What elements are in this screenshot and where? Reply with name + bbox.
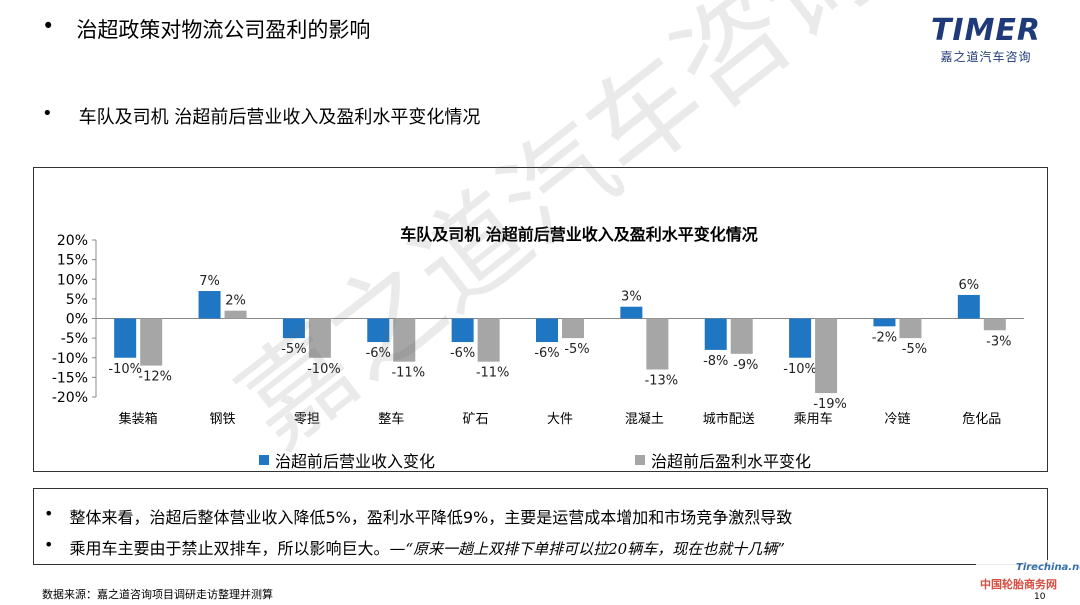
logo-wordmark: TIMER (930, 13, 1042, 48)
profit-data-label-9: -5% (902, 342, 927, 357)
profit-data-label-1: 2% (225, 294, 246, 309)
logo-chinese-name: 嘉之道汽车咨询 (940, 50, 1032, 64)
profit-data-label-10: -3% (986, 334, 1011, 349)
note-overall-text: 整体来看，治超后整体营业收入降低5%，盈利水平降低9%，主要是运营成本增加和市场… (69, 508, 793, 527)
note-passenger-quote: “原来一趟上双排下单排可以拉20辆车，现在也就十几辆” (405, 540, 785, 558)
legend-item-revenue: 治超前后营业收入变化 (259, 448, 435, 472)
y-tick-label: -10% (52, 351, 88, 367)
x-category-label-3: 整车 (378, 411, 404, 427)
legend-label-profit: 治超前后盈利水平变化 (651, 452, 812, 471)
x-category-label-6: 混凝土 (625, 411, 664, 427)
profit-data-label-7: -9% (733, 358, 758, 373)
revenue-data-label-1: 7% (199, 274, 220, 289)
revenue-data-label-7: -8% (703, 354, 728, 369)
x-category-label-7: 城市配送 (703, 411, 755, 427)
profit-bar-8 (815, 318, 838, 394)
revenue-bar-10 (957, 294, 980, 319)
profit-data-label-2: -10% (307, 362, 341, 377)
note-overall: • 整体来看，治超后整体营业收入降低5%，盈利水平降低9%，主要是运营成本增加和… (44, 504, 792, 528)
y-tick-label: 0% (66, 312, 88, 328)
revenue-data-label-2: -5% (281, 342, 306, 357)
tirechina-badge: Tirechina.net 中国轮胎商务网 (976, 560, 1080, 605)
page-subtitle: 车队及司机 治超前后营业收入及盈利水平变化情况 (78, 107, 481, 128)
profit-bar-2 (308, 318, 331, 358)
profit-bar-9 (899, 318, 922, 339)
revenue-bar-4 (451, 318, 474, 343)
revenue-data-label-4: -6% (450, 346, 475, 361)
note-passenger-car: • 乘用车主要由于禁止双排车，所以影响巨大。—“原来一趟上双排下单排可以拉20辆… (44, 535, 785, 559)
notes-box: • 整体来看，治超后整体营业收入降低5%，盈利水平降低9%，主要是运营成本增加和… (33, 488, 1048, 565)
x-category-label-2: 零担 (294, 412, 320, 427)
site-domain: Tirechina.net (1016, 562, 1080, 573)
bar-chart: 车队及司机 治超前后营业收入及盈利水平变化情况20%15%10%5%0%-5%-… (52, 225, 1024, 427)
profit-bar-3 (393, 318, 416, 362)
revenue-bar-8 (789, 318, 812, 358)
title-bullet: • (42, 14, 55, 38)
profit-data-label-6: -13% (645, 374, 679, 389)
note-bullet: • (44, 504, 54, 523)
revenue-data-label-6: 3% (621, 290, 642, 305)
revenue-data-label-3: -6% (366, 346, 391, 361)
site-name: 中国轮胎商务网 (980, 578, 1057, 591)
profit-data-label-0: -12% (138, 370, 172, 385)
y-tick-label: -5% (61, 331, 88, 347)
y-tick-label: 15% (57, 253, 88, 269)
legend-swatch-profit (635, 455, 646, 465)
legend-swatch-revenue (259, 455, 269, 465)
x-category-label-0: 集装箱 (119, 411, 158, 427)
revenue-bar-5 (536, 318, 558, 343)
revenue-data-label-9: -2% (872, 330, 897, 345)
page-subtitle-row: • 车队及司机 治超前后营业收入及盈利水平变化情况 (42, 103, 480, 129)
y-tick-label: -15% (52, 370, 88, 386)
profit-data-label-3: -11% (391, 366, 425, 381)
profit-data-label-5: -5% (564, 342, 589, 357)
x-category-label-5: 大件 (547, 412, 573, 427)
x-category-label-1: 钢铁 (210, 412, 236, 427)
page-title-row: • 治超政策对物流公司盈利的影响 (42, 14, 370, 44)
y-tick-label: 5% (66, 292, 88, 308)
legend-item-profit: 治超前后盈利水平变化 (635, 448, 811, 472)
revenue-bar-1 (198, 291, 221, 319)
profit-data-label-8: -19% (813, 397, 847, 412)
profit-bar-10 (983, 318, 1006, 331)
profit-bar-5 (562, 318, 584, 339)
y-tick-label: 10% (57, 272, 88, 288)
revenue-data-label-5: -6% (534, 346, 559, 361)
revenue-data-label-10: 6% (959, 278, 980, 293)
subtitle-bullet: • (42, 103, 53, 124)
revenue-data-label-8: -10% (783, 362, 817, 377)
page-title: 治超政策对物流公司盈利的影响 (76, 18, 371, 42)
timer-logo: TIMER 嘉之道汽车咨询 (926, 16, 1046, 65)
profit-data-label-4: -11% (476, 366, 510, 381)
y-tick-label: 20% (57, 233, 88, 249)
profit-bar-7 (730, 318, 753, 354)
note-passenger-text: 乘用车主要由于禁止双排车，所以影响巨大。— (69, 539, 406, 558)
chart-container: 车队及司机 治超前后营业收入及盈利水平变化情况 20% 15% 10% 5% 0% -5% -… (33, 167, 1048, 472)
revenue-bar-2 (282, 318, 305, 339)
chart-legend: 治超前后营业收入变化 治超前后盈利水平变化 (259, 448, 811, 472)
note-bullet: • (44, 535, 54, 554)
y-tick-label: -20% (52, 390, 88, 406)
page-number: 10 (1034, 592, 1046, 602)
revenue-data-label-0: -10% (108, 362, 142, 377)
x-category-label-4: 矿石 (463, 412, 489, 427)
legend-label-revenue: 治超前后营业收入变化 (275, 452, 436, 471)
revenue-bar-7 (704, 318, 727, 350)
revenue-bar-0 (114, 318, 137, 358)
revenue-bar-3 (367, 318, 390, 343)
profit-bar-4 (477, 318, 500, 362)
profit-bar-6 (646, 318, 669, 370)
revenue-bar-9 (873, 318, 896, 327)
chart-title: 车队及司机 治超前后营业收入及盈利水平变化情况 (400, 225, 758, 244)
profit-bar-0 (140, 318, 163, 366)
x-category-label-8: 乘用车 (794, 411, 833, 427)
profit-bar-1 (224, 310, 247, 319)
revenue-bar-6 (620, 306, 643, 319)
data-source: 数据来源：嘉之道咨询项目调研走访整理并测算 (42, 588, 273, 601)
x-category-label-10: 危化品 (962, 412, 1001, 427)
x-category-label-9: 冷链 (884, 412, 910, 427)
